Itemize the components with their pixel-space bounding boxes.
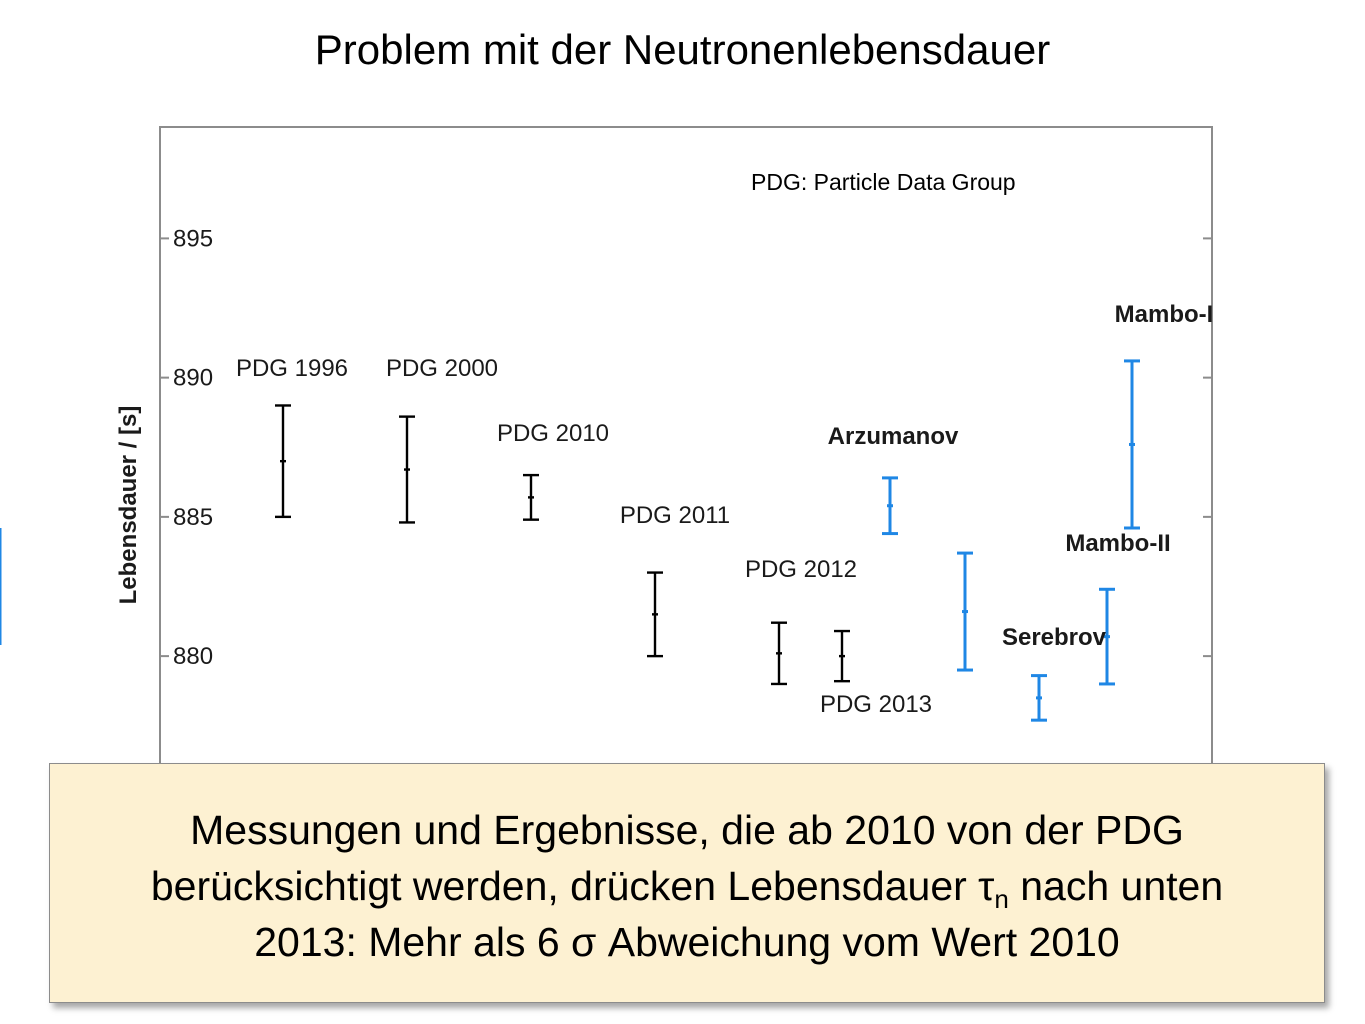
callout-line-1: Messungen und Ergebnisse, die ab 2010 vo…: [190, 807, 1184, 853]
y-tick-label: 890: [173, 365, 213, 392]
data-label: Mambo-I: [1115, 301, 1214, 328]
chart-annotation: PDG: Particle Data Group: [751, 169, 1016, 195]
callout-line-2: berücksichtigt werden, drücken Lebensdau…: [50, 858, 1324, 914]
summary-callout: Messungen und Ergebnisse, die ab 2010 vo…: [49, 763, 1325, 1003]
data-label: PDG 1996: [236, 355, 348, 382]
error-bar: [275, 404, 291, 519]
callout-line-2-tail: nach unten: [1008, 863, 1224, 909]
error-bar: [1124, 359, 1140, 530]
y-tick-label: 895: [173, 225, 213, 252]
callout-line-2-text: berücksichtigt werden, drücken Lebensdau…: [150, 863, 995, 909]
data-label: PDG 2010: [497, 420, 609, 447]
slide-title: Problem mit der Neutronenlebensdauer: [314, 26, 1051, 73]
error-bar: [647, 571, 663, 658]
error-bar: [882, 476, 898, 536]
data-label: PDG 2012: [745, 556, 857, 583]
error-bar: [523, 473, 539, 521]
error-bar: [1099, 587, 1115, 686]
data-label: Arzumanov: [828, 423, 959, 450]
y-tick-label: 885: [173, 504, 213, 531]
data-label: Mambo-II: [1065, 530, 1170, 557]
error-bar: [834, 629, 850, 683]
callout-line-3: 2013: Mehr als 6 σ Abweichung vom Wert 2…: [254, 919, 1120, 965]
data-label: PDG 2000: [386, 355, 498, 382]
y-axis-label: Lebensdauer / [s]: [115, 406, 142, 605]
data-label: PDG 2011: [620, 502, 730, 529]
tau-subscript: n: [994, 884, 1009, 914]
error-bar: [957, 551, 973, 672]
plot-frame: [159, 126, 1213, 788]
error-bar: [399, 415, 415, 524]
data-label: PDG 2013: [820, 691, 932, 718]
error-bar: [1031, 674, 1047, 722]
error-bar: [771, 621, 787, 686]
data-label: Serebrov: [1002, 624, 1107, 651]
y-tick-label: 880: [173, 643, 213, 670]
